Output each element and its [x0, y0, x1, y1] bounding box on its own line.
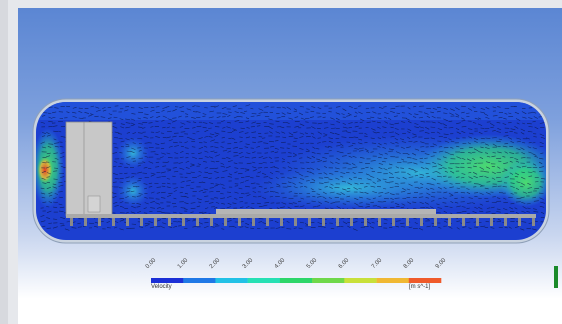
- left-panel-edge: [0, 0, 8, 324]
- tube-interior: [36, 102, 546, 240]
- floor-rib: [364, 218, 367, 226]
- velocity-vector-plot: [32, 98, 550, 283]
- legend-color-segment: [247, 278, 281, 283]
- fan-outlet-upper: [117, 137, 149, 169]
- axis-triad-icon: [554, 266, 558, 288]
- hot-spot: [37, 156, 53, 184]
- floor-rib: [308, 218, 311, 226]
- legend-color-segment: [279, 278, 313, 283]
- floor-rib: [504, 218, 507, 226]
- floor-rib: [182, 218, 185, 226]
- legend-color-segment: [376, 278, 410, 283]
- fan-vent: [87, 195, 101, 213]
- floor-rib: [350, 218, 353, 226]
- legend-color-segment: [408, 278, 442, 283]
- floor-rib: [266, 218, 269, 226]
- floor-rib: [196, 218, 199, 226]
- cool-zone-mid: [253, 166, 443, 210]
- legend-title: Velocity: [151, 284, 172, 290]
- floor-plate: [66, 214, 536, 218]
- floor-rib: [434, 218, 437, 226]
- legend-unit: [m s^-1]: [409, 284, 431, 290]
- floor-rib: [406, 218, 409, 226]
- raised-floor-section: [216, 209, 436, 214]
- legend-color-segment: [183, 278, 216, 283]
- floor-rib: [224, 218, 227, 226]
- floor-rib: [126, 218, 129, 226]
- legend-color-segment: [215, 278, 248, 283]
- floor-rib: [294, 218, 297, 226]
- floor-rib: [448, 218, 451, 226]
- floor-rib: [112, 218, 115, 226]
- top-band: [36, 102, 546, 120]
- floor-rib: [420, 218, 423, 226]
- floor-rib: [378, 218, 381, 226]
- floor-rib: [336, 218, 339, 226]
- floor-rib: [168, 218, 171, 226]
- floor-rib: [252, 218, 255, 226]
- floor-rib: [476, 218, 479, 226]
- floor-rib: [490, 218, 493, 226]
- floor-rib: [462, 218, 465, 226]
- floor-rib: [280, 218, 283, 226]
- legend-color-segment: [312, 278, 345, 283]
- floor-rib: [322, 218, 325, 226]
- floor-rib: [238, 218, 241, 226]
- floor-rib: [98, 218, 101, 226]
- floor-rib: [140, 218, 143, 226]
- floor-rib: [392, 218, 395, 226]
- legend-color-segment: [151, 278, 184, 283]
- floor-rib: [84, 218, 87, 226]
- floor-rib: [532, 218, 535, 226]
- legend-color-segment: [344, 278, 377, 283]
- floor-rib: [210, 218, 213, 226]
- cfd-viewport[interactable]: Velocity [m s^-1] 0.00 1.00 2.00 3.00 4.00 5.…: [18, 8, 562, 324]
- floor-rib: [518, 218, 521, 226]
- floor-rib: [154, 218, 157, 226]
- floor-rib: [70, 218, 73, 226]
